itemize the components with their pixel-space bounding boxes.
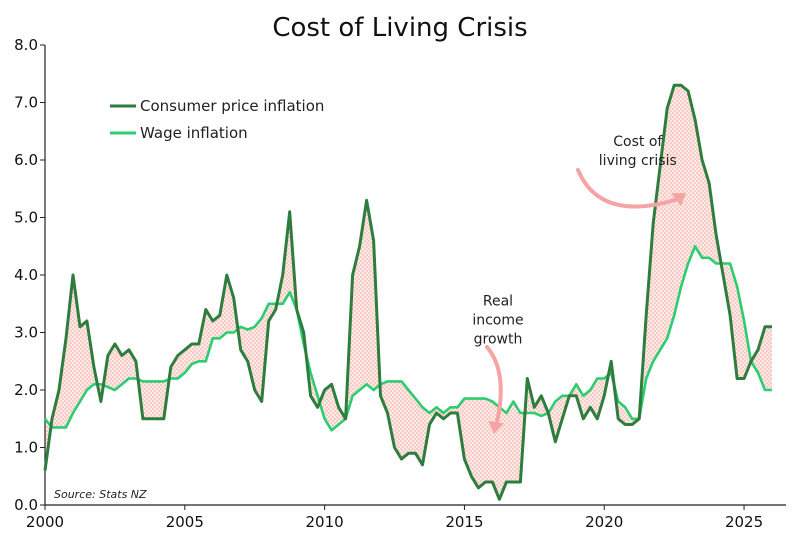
y-tick-label: 2.0 (14, 381, 38, 399)
gap-fill-segment (121, 349, 129, 385)
x-tick-label: 2020 (585, 513, 623, 531)
gap-fill-segment (688, 91, 696, 264)
x-tick-label: 2005 (166, 513, 204, 531)
gap-fill-segment (156, 381, 164, 419)
y-tick-label: 6.0 (14, 151, 38, 169)
y-tick-label: 3.0 (14, 324, 38, 342)
gap-fill-segment (499, 407, 507, 500)
gap-fill-segment (352, 246, 360, 396)
gap-fill-segment (65, 275, 73, 428)
gap-fill-segment (660, 108, 668, 350)
gap-fill-segment (226, 275, 234, 333)
gap-fill-segment (471, 398, 479, 488)
gap-fill-segment (765, 326, 773, 390)
y-tick-label: 5.0 (14, 209, 38, 227)
y-tick-label: 4.0 (14, 266, 38, 284)
gap-fill-segment (142, 381, 150, 419)
gap-fill-segment (72, 275, 80, 413)
series-layer (43, 83, 772, 501)
gap-fill-segment (702, 160, 710, 258)
gap-fill-segment (324, 384, 332, 431)
wage-line (43, 245, 772, 432)
gap-fill-segment (170, 355, 178, 379)
gap-fill-segment (359, 200, 367, 390)
gap-fill-segment (149, 381, 157, 419)
real-income-arrow-head (488, 420, 504, 434)
gap-fill-segment (366, 200, 374, 390)
gap-fill-segment (205, 309, 213, 362)
gap-fill-segment (191, 344, 199, 365)
gap-fill-segment (513, 401, 521, 482)
gap-fill-segment (751, 349, 759, 373)
legend-label-cpi: Consumer price inflation (140, 97, 324, 115)
gap-fill-segment (485, 398, 493, 482)
gap-fill-segment (737, 286, 745, 379)
gap-fill-segment (387, 381, 395, 448)
gap-fill-segment (177, 349, 185, 379)
annotation-text: Cost of (613, 134, 663, 150)
annotation-text: living crisis (599, 153, 677, 169)
legend: Consumer price inflation Wage inflation (110, 97, 324, 142)
gap-fill-segment (401, 381, 409, 459)
x-tick-label: 2000 (26, 513, 64, 531)
annotations: Cost of living crisis Real income growth (472, 134, 686, 434)
gap-fill-segment (107, 344, 115, 390)
cost-of-living-arrow-head (671, 193, 686, 207)
cpi-line (43, 83, 772, 501)
cost-of-living-arrow (576, 168, 677, 209)
gap-fill-segment (464, 398, 472, 477)
gap-fill-segment (408, 390, 416, 454)
gap-fill-segment (240, 326, 248, 362)
gap-fill-segment (681, 85, 689, 287)
gap-fill-segment (254, 318, 262, 402)
gap-fill-segment (415, 398, 423, 465)
real-income-arrow (485, 345, 503, 424)
gap-fill-segment (394, 381, 402, 459)
chart-title: Cost of Living Crisis (272, 13, 527, 43)
annotation-text: Real (483, 293, 513, 309)
axes: 0.0 1.0 2.0 3.0 4.0 5.0 6.0 7.0 8.0 2000 2005 2010 2… (14, 36, 786, 531)
x-tick-label: 2025 (725, 513, 763, 531)
y-tick-label: 1.0 (14, 439, 38, 457)
gap-fill-segment (555, 395, 563, 442)
x-tick-label: 2010 (306, 513, 344, 531)
legend-label-wage: Wage inflation (140, 124, 248, 142)
gap-fill-segment (331, 384, 339, 431)
gap-fill-segment (247, 326, 255, 390)
y-tick-label: 0.0 (14, 496, 38, 514)
x-tick-label: 2015 (445, 513, 483, 531)
annotation-text: income (472, 312, 523, 328)
gap-fill-segment (478, 398, 486, 488)
annotation-text: growth (474, 331, 523, 347)
gap-fill-segment (506, 401, 514, 482)
y-tick-label: 8.0 (14, 36, 38, 54)
y-tick-label: 7.0 (14, 94, 38, 112)
gap-fill-segment (667, 85, 675, 339)
gap-fill-segment (128, 349, 136, 379)
source-note: Source: Stats NZ (54, 488, 147, 501)
gap-fill-segment (79, 321, 87, 402)
gap-fill-segment (583, 390, 591, 419)
